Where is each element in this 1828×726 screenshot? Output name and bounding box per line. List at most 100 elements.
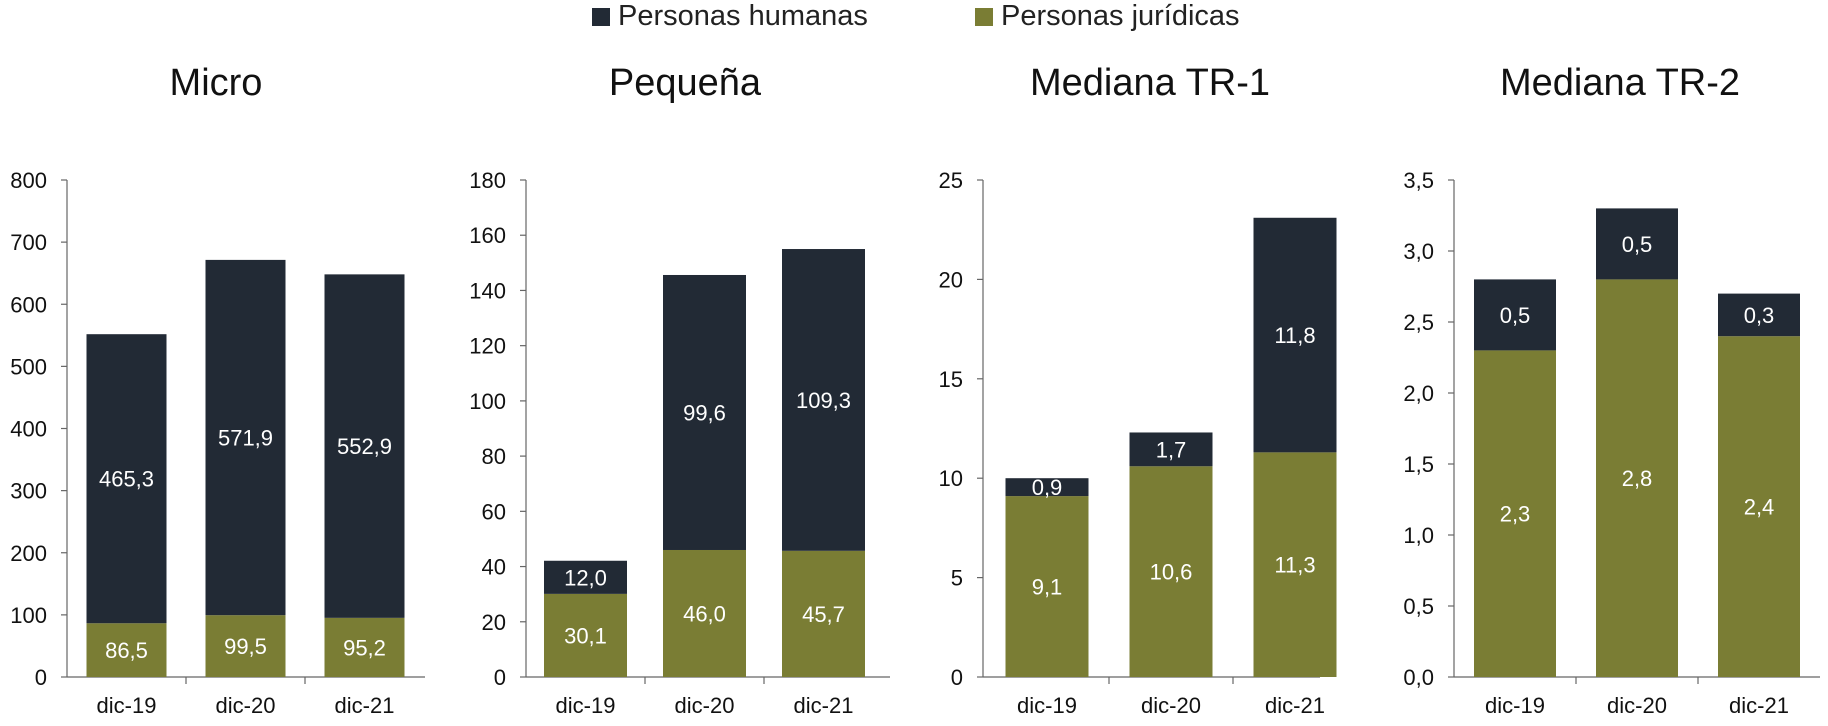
y-tick-label: 5 xyxy=(951,566,963,591)
y-tick-label: 3,0 xyxy=(1403,239,1434,264)
bar-segment-personas-juridicas xyxy=(324,617,405,677)
bar-segment-personas-humanas xyxy=(1596,208,1678,280)
y-tick-label: 300 xyxy=(10,479,47,504)
x-tick-label: dic-21 xyxy=(1729,693,1789,718)
x-tick-label: dic-21 xyxy=(1265,693,1325,718)
data-label: 109,3 xyxy=(796,388,851,413)
data-label: 11,3 xyxy=(1274,553,1315,578)
x-tick-label: dic-19 xyxy=(1485,693,1545,718)
bar-segment-personas-juridicas xyxy=(544,593,627,677)
y-tick-label: 700 xyxy=(10,230,47,255)
data-label: 1,7 xyxy=(1156,437,1187,462)
y-tick-label: 180 xyxy=(469,168,506,193)
y-tick-label: 500 xyxy=(10,354,47,379)
x-tick-label: dic-20 xyxy=(1141,693,1201,718)
bar-segment-personas-humanas xyxy=(544,560,627,594)
bar-segment-personas-humanas xyxy=(1718,293,1800,337)
data-label: 571,9 xyxy=(218,426,273,451)
legend: Personas humanas Personas jurídicas xyxy=(0,0,1828,40)
data-label: 99,5 xyxy=(224,634,267,659)
y-tick-label: 0 xyxy=(951,665,963,690)
data-label: 30,1 xyxy=(564,623,607,648)
bar-segment-personas-humanas xyxy=(86,334,167,624)
legend-swatch-personas-humanas xyxy=(592,7,610,26)
x-tick-label: dic-20 xyxy=(216,693,276,718)
y-tick-label: 2,5 xyxy=(1403,310,1434,335)
y-tick-label: 400 xyxy=(10,417,47,442)
y-tick-label: 20 xyxy=(482,610,506,635)
bar-segment-personas-humanas xyxy=(663,274,746,550)
data-label: 45,7 xyxy=(802,602,845,627)
legend-swatch-personas-juridicas xyxy=(975,7,993,26)
y-tick-label: 140 xyxy=(469,278,506,303)
bar-segment-personas-juridicas xyxy=(86,623,167,677)
chart-title-mediana-tr1: Mediana TR-1 xyxy=(1029,62,1271,104)
data-label: 11,8 xyxy=(1274,323,1315,348)
bar-segment-personas-humanas xyxy=(782,249,865,551)
data-label: 12,0 xyxy=(564,565,607,590)
y-tick-label: 15 xyxy=(939,367,963,392)
data-label: 10,6 xyxy=(1150,560,1193,585)
y-tick-label: 100 xyxy=(10,603,47,628)
y-tick-label: 10 xyxy=(939,466,963,491)
y-tick-label: 0,0 xyxy=(1403,665,1434,690)
y-tick-label: 120 xyxy=(469,334,506,359)
bar-segment-personas-juridicas xyxy=(1005,496,1089,677)
bar-segment-personas-juridicas xyxy=(1474,350,1556,677)
y-tick-label: 2,0 xyxy=(1403,381,1434,406)
y-tick-label: 25 xyxy=(939,168,963,193)
y-tick-label: 160 xyxy=(469,223,506,248)
bar-segment-personas-juridicas xyxy=(205,615,286,677)
bar-segment-personas-juridicas xyxy=(1718,336,1800,677)
bar-segment-personas-humanas xyxy=(1129,432,1213,467)
legend-label-personas-juridicas: Personas jurídicas xyxy=(1001,0,1240,32)
bar-segment-personas-juridicas xyxy=(1596,279,1678,677)
data-label: 0,5 xyxy=(1622,232,1653,257)
x-tick-label: dic-19 xyxy=(1017,693,1077,718)
y-tick-label: 0,5 xyxy=(1403,594,1434,619)
y-tick-label: 3,5 xyxy=(1403,168,1434,193)
y-tick-label: 100 xyxy=(469,389,506,414)
data-label: 0,9 xyxy=(1032,475,1063,500)
chart-title-mediana-tr2: Mediana TR-2 xyxy=(1499,62,1741,104)
x-tick-label: dic-21 xyxy=(794,693,854,718)
y-tick-label: 200 xyxy=(10,541,47,566)
y-tick-label: 0 xyxy=(494,665,506,690)
data-label: 2,4 xyxy=(1744,495,1775,520)
data-label: 465,3 xyxy=(99,467,154,492)
y-tick-label: 800 xyxy=(10,168,47,193)
data-label: 552,9 xyxy=(337,434,392,459)
y-tick-label: 600 xyxy=(10,292,47,317)
data-label: 2,8 xyxy=(1622,466,1653,491)
bar-segment-personas-humanas xyxy=(324,274,405,618)
bar-segment-personas-juridicas xyxy=(1253,452,1337,677)
data-label: 9,1 xyxy=(1032,575,1063,600)
legend-label-personas-humanas: Personas humanas xyxy=(618,0,868,32)
y-tick-label: 60 xyxy=(482,499,506,524)
bar-segment-personas-juridicas xyxy=(663,549,746,677)
data-label: 86,5 xyxy=(105,638,148,663)
y-tick-label: 40 xyxy=(482,555,506,580)
y-tick-label: 0 xyxy=(35,665,47,690)
bar-segment-personas-humanas xyxy=(205,259,286,616)
x-tick-label: dic-19 xyxy=(556,693,616,718)
data-label: 95,2 xyxy=(343,635,386,660)
data-label: 0,3 xyxy=(1744,303,1775,328)
bar-segment-personas-humanas xyxy=(1474,279,1556,351)
data-label: 0,5 xyxy=(1500,303,1531,328)
x-tick-label: dic-20 xyxy=(1607,693,1667,718)
data-label: 99,6 xyxy=(683,400,726,425)
y-tick-label: 1,5 xyxy=(1403,452,1434,477)
bar-segment-personas-juridicas xyxy=(782,550,865,677)
chart-title-pequena: Pequeña xyxy=(608,62,762,104)
legend-item-personas-humanas: Personas humanas xyxy=(592,0,868,33)
y-tick-label: 80 xyxy=(482,444,506,469)
bar-segment-personas-humanas xyxy=(1005,478,1089,497)
data-label: 2,3 xyxy=(1500,502,1531,527)
y-tick-label: 1,0 xyxy=(1403,523,1434,548)
chart-title-micro: Micro xyxy=(169,62,263,104)
bar-segment-personas-juridicas xyxy=(1129,466,1213,677)
x-tick-label: dic-19 xyxy=(97,693,157,718)
x-tick-label: dic-20 xyxy=(675,693,735,718)
y-tick-label: 20 xyxy=(939,267,963,292)
